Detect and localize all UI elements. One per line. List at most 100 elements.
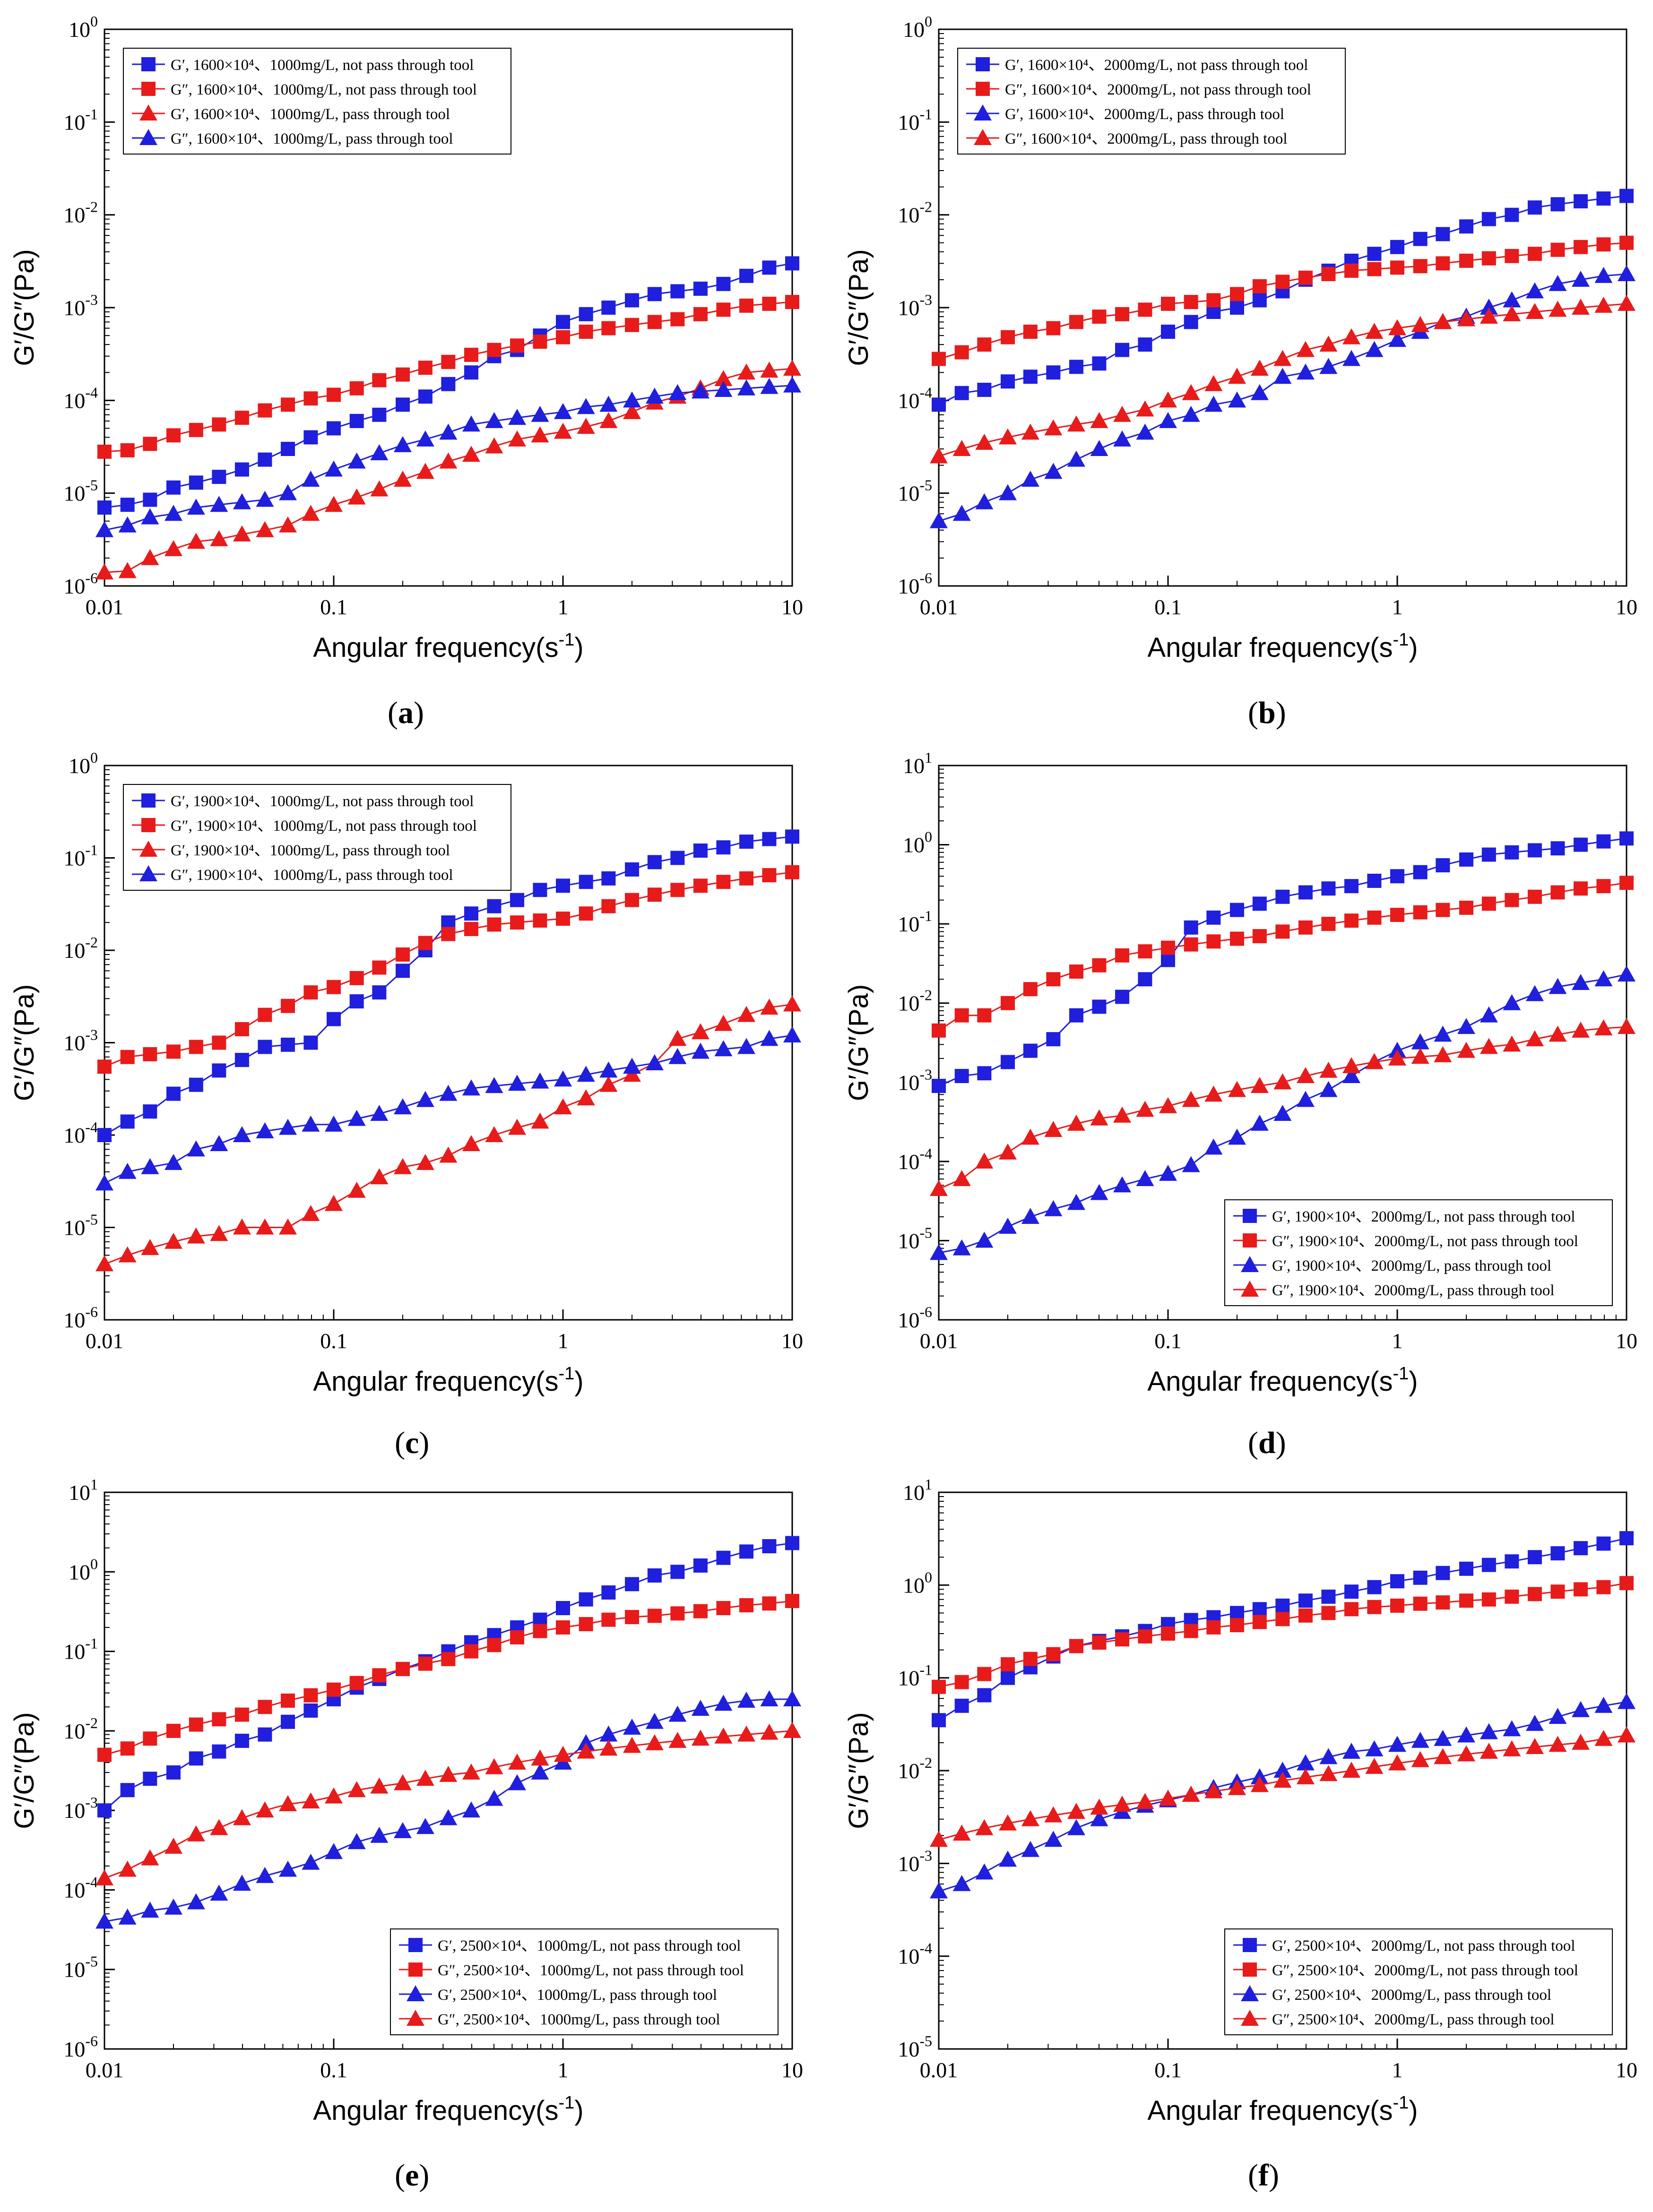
data-point xyxy=(1390,1574,1404,1589)
data-point xyxy=(1067,1114,1085,1131)
data-point xyxy=(533,334,547,349)
data-point xyxy=(1321,881,1336,896)
data-point xyxy=(714,1015,733,1031)
data-point xyxy=(1596,1536,1611,1551)
series-line xyxy=(104,871,793,1067)
data-point xyxy=(187,1825,205,1842)
data-point xyxy=(1481,1592,1496,1607)
data-point xyxy=(1136,1793,1154,1809)
legend-entry: G″, 1600×10⁴、1000mg/L, pass through tool xyxy=(171,130,453,147)
legend-marker xyxy=(1243,1962,1257,1977)
legend-entry: G″, 1900×10⁴、1000mg/L, pass through tool xyxy=(171,867,453,884)
series-line xyxy=(104,1003,793,1265)
data-point xyxy=(1067,415,1085,432)
data-point xyxy=(1228,368,1246,384)
data-point xyxy=(370,1104,389,1121)
data-point xyxy=(1503,291,1521,308)
data-point xyxy=(347,1781,366,1798)
legend-entry: G′, 2500×10⁴、2000mg/L, not pass through … xyxy=(1272,1937,1575,1954)
y-tick-label: 10-3 xyxy=(63,291,98,320)
data-point xyxy=(1113,1176,1132,1193)
x-tick-label: 0.01 xyxy=(920,595,958,619)
data-point xyxy=(1550,1546,1565,1561)
data-point xyxy=(1480,308,1498,324)
data-point xyxy=(118,516,137,533)
data-point xyxy=(737,1691,756,1708)
data-point xyxy=(1549,1736,1567,1752)
legend-entry: G″, 1600×10⁴、2000mg/L, not pass through … xyxy=(1005,81,1311,98)
data-point xyxy=(1594,1019,1613,1036)
data-point xyxy=(210,1225,228,1241)
legend-marker xyxy=(1241,2010,1259,2026)
data-point xyxy=(1161,953,1175,967)
data-point xyxy=(1436,227,1450,241)
data-point xyxy=(1480,1006,1498,1023)
data-point xyxy=(1113,1795,1132,1812)
legend-entry: G″, 2500×10⁴、1000mg/L, not pass through … xyxy=(438,1962,744,1979)
data-point xyxy=(1342,1742,1361,1759)
series-line xyxy=(938,1537,1627,1721)
data-point xyxy=(716,276,731,291)
data-point xyxy=(601,321,616,336)
data-point xyxy=(1457,1041,1475,1058)
data-point xyxy=(418,389,433,404)
data-point xyxy=(1413,905,1428,920)
data-point xyxy=(97,1747,112,1762)
data-point xyxy=(1115,990,1130,1004)
data-point xyxy=(256,1801,274,1818)
data-point xyxy=(739,871,754,886)
data-point xyxy=(760,1690,779,1706)
data-point xyxy=(302,470,320,487)
data-point xyxy=(1115,343,1130,357)
data-point xyxy=(1184,315,1198,329)
data-point xyxy=(645,1713,664,1729)
data-point xyxy=(579,324,593,339)
data-point xyxy=(510,1630,525,1644)
y-axis-label: G′/G″(Pa) xyxy=(843,984,874,1101)
data-point xyxy=(1618,294,1636,311)
data-point xyxy=(464,921,478,936)
data-point xyxy=(141,1158,159,1174)
data-point xyxy=(1413,232,1428,246)
data-point xyxy=(164,540,182,556)
data-point xyxy=(281,1714,295,1729)
series-line xyxy=(938,1701,1627,1892)
data-point xyxy=(281,441,295,456)
series-3 xyxy=(95,995,801,1272)
y-axis-label: G′/G″(Pa) xyxy=(843,249,874,366)
data-point xyxy=(1159,412,1177,428)
data-point xyxy=(508,1075,527,1091)
data-point xyxy=(691,1730,710,1746)
data-point xyxy=(1273,1772,1292,1788)
data-point xyxy=(1228,1128,1246,1145)
data-point xyxy=(601,899,616,913)
data-point xyxy=(325,1115,343,1132)
data-point xyxy=(601,301,616,315)
data-point xyxy=(120,1114,135,1129)
data-point xyxy=(1204,1782,1223,1799)
data-point xyxy=(118,1162,137,1179)
data-point xyxy=(714,380,733,397)
data-point xyxy=(647,1568,662,1583)
data-point xyxy=(164,1837,182,1854)
y-tick-label: 100 xyxy=(69,13,98,42)
data-point xyxy=(554,1070,572,1087)
data-point xyxy=(785,295,799,310)
data-point xyxy=(418,361,433,375)
data-point xyxy=(693,1604,708,1618)
data-point xyxy=(302,1853,320,1870)
data-point xyxy=(1618,1693,1636,1709)
data-point xyxy=(1161,940,1175,955)
data-point xyxy=(327,1012,341,1026)
y-tick-label: 10-5 xyxy=(898,1224,932,1253)
data-point xyxy=(258,1040,272,1054)
data-point xyxy=(1434,313,1452,329)
data-point xyxy=(716,875,731,889)
data-point xyxy=(952,1170,971,1187)
x-tick-label: 0.01 xyxy=(86,2058,124,2082)
y-axis-label: G′/G″(Pa) xyxy=(9,984,40,1101)
legend: G′, 1600×10⁴、2000mg/L, not pass through … xyxy=(957,48,1346,155)
series-4 xyxy=(95,376,801,537)
data-point xyxy=(395,367,410,382)
data-point xyxy=(95,1869,113,1885)
